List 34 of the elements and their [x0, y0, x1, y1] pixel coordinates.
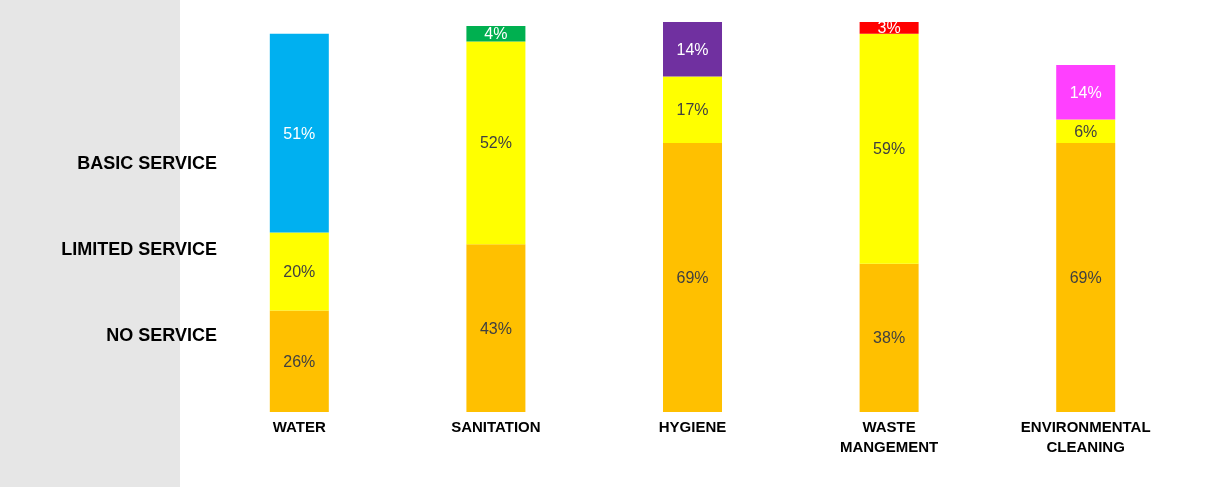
data-label: 43%	[479, 319, 512, 337]
bar	[269, 232, 329, 311]
bar	[269, 310, 329, 412]
data-label: 38%	[873, 329, 906, 347]
bar	[466, 244, 526, 412]
data-label: 6%	[1074, 122, 1098, 140]
x-tick-label: HYGIENE	[658, 418, 727, 435]
data-label: 52%	[479, 134, 512, 152]
data-label: 14%	[1069, 83, 1102, 101]
bar	[859, 33, 919, 264]
bar	[466, 41, 526, 245]
bar	[1056, 142, 1116, 412]
x-tick-label: WATER	[272, 418, 326, 435]
bar	[663, 22, 723, 77]
bar	[663, 76, 723, 143]
text: BASIC SERVICE	[76, 152, 217, 175]
bar	[663, 142, 723, 412]
bar	[1056, 64, 1116, 120]
x-tick-label: ENVIRONMENTAL CLEANING	[1020, 418, 1151, 455]
x-tick-label: SANITATION	[451, 418, 541, 435]
text: NO SERVICE	[105, 324, 217, 347]
data-label: 26%	[283, 352, 316, 370]
data-label: 17%	[676, 101, 709, 119]
data-label: 20%	[283, 263, 316, 281]
text: LIMITED SERVICE	[60, 238, 217, 261]
data-label: 59%	[873, 140, 906, 158]
data-label: 4%	[484, 25, 508, 43]
bar	[269, 33, 329, 233]
bar	[859, 263, 919, 412]
data-label: 51%	[283, 124, 316, 142]
data-label: 69%	[676, 268, 709, 286]
data-label: 14%	[676, 40, 709, 58]
data-label: 69%	[1069, 268, 1102, 286]
x-tick-label: WASTE MANGEMENT	[839, 418, 939, 455]
